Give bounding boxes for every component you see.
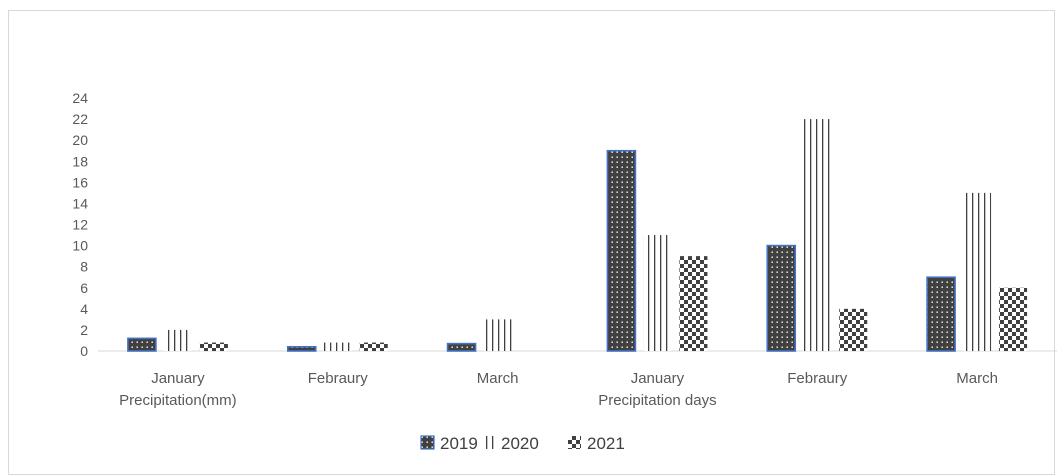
bar-2019-0 [127,337,157,352]
bar-2019-3 [606,149,637,352]
legend-label-2019: 2019 [440,434,478,453]
bar-2019-2 [446,342,477,352]
bar-2021-1 [359,342,388,351]
x-tick-label: March [477,370,519,387]
y-tick-label: 8 [80,259,88,275]
y-tick-label: 16 [72,174,88,190]
x-tick-label: January [151,370,205,387]
bar-2020-4 [803,119,832,351]
chart-area [8,10,1055,475]
y-tick-label: 0 [80,343,88,359]
y-tick-label: 10 [72,238,88,254]
bar-2021-3 [679,256,708,351]
bar-2019-1 [286,345,317,352]
y-tick-label: 22 [72,111,88,127]
bar-2020-0 [163,329,192,351]
bar-2020-3 [643,235,672,351]
legend-swatch-2021 [568,436,581,449]
x-tick-label: January [631,370,685,387]
bar-2019-4 [766,244,797,352]
x-tick-label: Febraury [308,370,369,387]
y-tick-label: 18 [72,153,88,169]
legend-swatch-2019 [420,435,435,450]
bars [127,119,1028,352]
y-tick-label: 20 [72,132,88,148]
x-tick-label-line2: Precipitation days [598,392,716,409]
x-tick-label-line2: Precipitation(mm) [119,392,237,409]
bar-2021-4 [839,308,868,351]
x-tick-label: March [956,370,998,387]
y-tick-label: 24 [72,90,88,106]
legend: 2019 2020 2021 [420,434,625,453]
bar-2020-5 [963,192,992,351]
x-tick-label: Febraury [787,370,848,387]
y-tick-label: 12 [72,217,88,233]
bar-2019-5 [926,276,956,352]
bar-2020-1 [323,342,352,351]
legend-label-2021: 2021 [587,434,625,453]
y-tick-label: 4 [80,301,88,317]
bar-2021-0 [199,342,228,351]
y-tick-label: 2 [80,322,88,338]
y-tick-label: 6 [80,280,88,296]
y-tick-label: 14 [72,195,88,211]
bar-2021-5 [999,287,1028,351]
bar-2020-2 [483,319,512,351]
x-axis: January Precipitation(mm) Febraury March Jan… [98,350,1057,409]
legend-label-2020: 2020 [501,434,539,453]
legend-swatch-2020 [482,436,495,449]
